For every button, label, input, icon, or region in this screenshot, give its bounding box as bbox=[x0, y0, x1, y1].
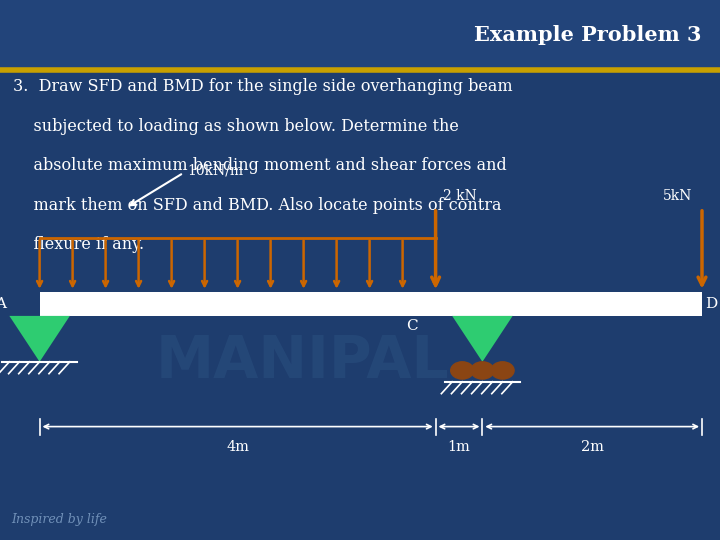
Text: C: C bbox=[406, 319, 418, 333]
Text: 10kN/m: 10kN/m bbox=[187, 163, 243, 177]
Text: flexure if any.: flexure if any. bbox=[13, 236, 144, 253]
Text: Example Problem 3: Example Problem 3 bbox=[474, 25, 702, 45]
Text: 3.  Draw SFD and BMD for the single side overhanging beam: 3. Draw SFD and BMD for the single side … bbox=[13, 78, 513, 95]
Text: 2m: 2m bbox=[581, 440, 603, 454]
Polygon shape bbox=[9, 316, 70, 362]
FancyBboxPatch shape bbox=[0, 0, 720, 70]
Text: A: A bbox=[0, 297, 6, 310]
Text: subjected to loading as shown below. Determine the: subjected to loading as shown below. Det… bbox=[13, 118, 459, 134]
Text: 5kN: 5kN bbox=[662, 188, 692, 202]
Text: absolute maximum bending moment and shear forces and: absolute maximum bending moment and shea… bbox=[13, 157, 507, 174]
Text: 4m: 4m bbox=[226, 440, 249, 454]
Polygon shape bbox=[452, 316, 513, 362]
Text: B: B bbox=[516, 297, 527, 310]
Text: D: D bbox=[706, 297, 718, 310]
Text: 1m: 1m bbox=[448, 440, 470, 454]
Text: 2 kN: 2 kN bbox=[443, 188, 477, 202]
Text: mark them on SFD and BMD. Also locate points of contra: mark them on SFD and BMD. Also locate po… bbox=[13, 197, 501, 213]
Circle shape bbox=[491, 362, 514, 379]
Text: MANIPAL: MANIPAL bbox=[156, 333, 449, 390]
Text: Inspired by life: Inspired by life bbox=[11, 514, 107, 526]
Circle shape bbox=[471, 362, 494, 379]
Circle shape bbox=[451, 362, 474, 379]
FancyBboxPatch shape bbox=[40, 292, 702, 316]
